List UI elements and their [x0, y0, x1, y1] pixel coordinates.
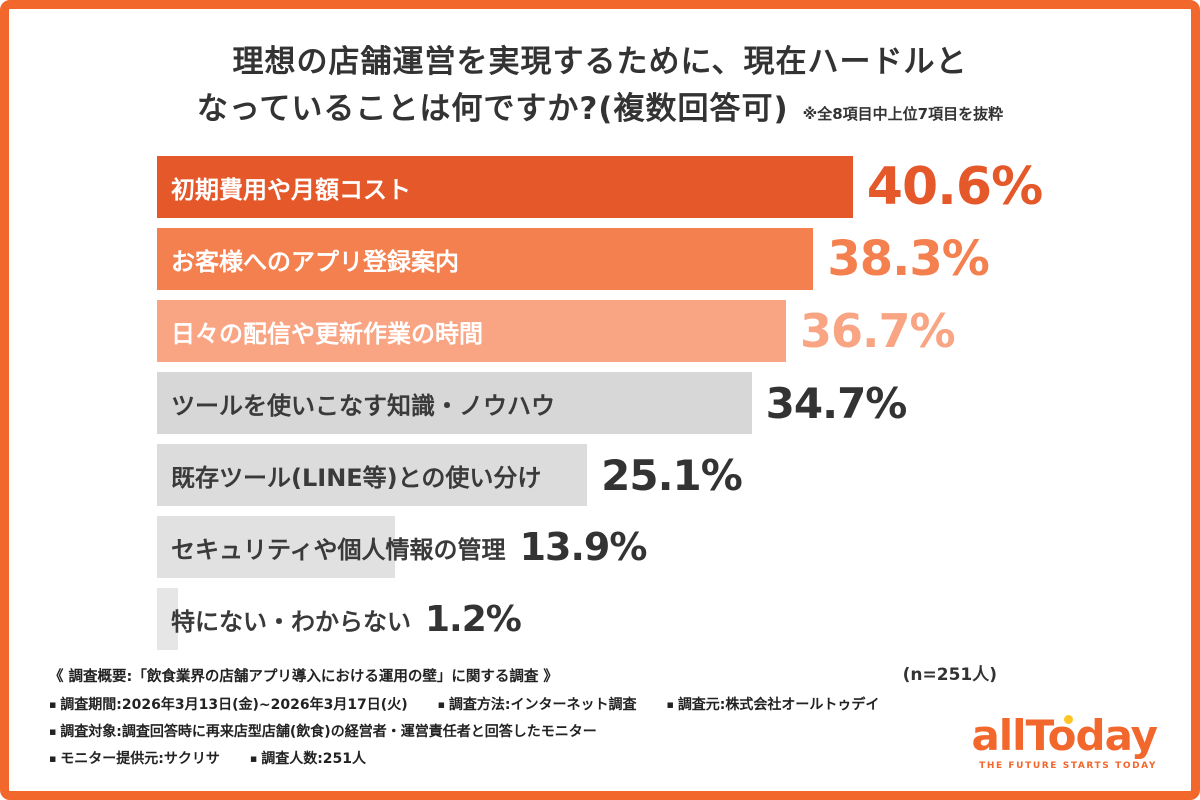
chart-title-line2-text: なっていることは何ですか?(複数回答可) — [196, 90, 789, 127]
chart-row: ツールを使いこなす知識・ノウハウ 34.7% — [157, 372, 1043, 434]
sample-size-label: (n=251人) — [902, 665, 997, 685]
chart-row: セキュリティや個人情報の管理 13.9% — [157, 516, 1043, 578]
footer-item: 調査対象:調査回答時に再来店型店舗(飲食)の経営者・運営責任者と回答したモニター — [49, 721, 596, 741]
footer-item: 調査人数:251人 — [250, 748, 366, 768]
bar: お客様へのアプリ登録案内 — [157, 228, 814, 290]
bar-label: お客様へのアプリ登録案内 — [171, 247, 459, 276]
bar: ツールを使いこなす知識・ノウハウ — [157, 372, 752, 434]
chart-row: 特にない・わからない 1.2% — [157, 588, 1043, 650]
bar-label: 初期費用や月額コスト — [171, 175, 411, 204]
chart-row: お客様へのアプリ登録案内 38.3% — [157, 228, 1043, 290]
logo-accent-dot-icon — [1064, 715, 1073, 724]
bar: 初期費用や月額コスト — [157, 156, 853, 218]
footer-line: 調査期間:2026年3月13日(金)~2026年3月17日(火) 調査方法:インタ… — [49, 694, 879, 714]
bar: 既存ツール(LINE等)との使い分け — [157, 444, 588, 506]
bar-label: 日々の配信や更新作業の時間 — [171, 319, 483, 348]
chart-title-line2: なっていることは何ですか?(複数回答可) ※全8項目中上位7項目を抜粋 — [9, 86, 1191, 133]
chart-title: 理想の店舗運営を実現するために、現在ハードルと なっていることは何ですか?(複数… — [9, 39, 1191, 132]
bar-label: セキュリティや個人情報の管理 — [171, 535, 506, 564]
footer-item: 調査元:株式会社オールトゥデイ — [667, 694, 880, 714]
chart-row: 既存ツール(LINE等)との使い分け 25.1% — [157, 444, 1043, 506]
footer-item: 調査方法:インターネット調査 — [438, 694, 637, 714]
bar-value: 1.2% — [425, 598, 522, 640]
bar-value: 36.7% — [799, 304, 956, 358]
chart-row: 初期費用や月額コスト 40.6% — [157, 156, 1043, 218]
chart-row: 日々の配信や更新作業の時間 36.7% — [157, 300, 1043, 362]
chart-rows: 初期費用や月額コスト 40.6% お客様へのアプリ登録案内 38.3% 日々の配信や更新… — [157, 156, 1043, 650]
company-logo: allToday THE FUTURE STARTS TODAY — [971, 715, 1158, 772]
bar-label: 既存ツール(LINE等)との使い分け — [171, 463, 542, 492]
bar — [157, 588, 178, 650]
bar-label: 特にない・わからない — [171, 607, 411, 636]
bar-value: 25.1% — [601, 450, 743, 500]
survey-overview: 《 調査概要:「飲食業界の店舗アプリ導入における運用の壁」に関する調査 》 調査… — [49, 665, 879, 775]
footer-line: モニター提供元:サクリサ 調査人数:251人 — [49, 748, 879, 768]
footer-item: モニター提供元:サクリサ — [49, 748, 220, 768]
bar-value: 38.3% — [827, 231, 990, 287]
bar-value: 40.6% — [866, 157, 1043, 217]
survey-overview-heading: 《 調査概要:「飲食業界の店舗アプリ導入における運用の壁」に関する調査 》 — [49, 669, 558, 685]
bar-value: 13.9% — [519, 525, 648, 569]
footer-lines: 調査期間:2026年3月13日(金)~2026年3月17日(火) 調査方法:インタ… — [49, 694, 879, 768]
bar-chart: 初期費用や月額コスト 40.6% お客様へのアプリ登録案内 38.3% 日々の配信や更新… — [157, 156, 1043, 685]
bar — [157, 516, 396, 578]
chart-title-note: ※全8項目中上位7項目を抜粋 — [802, 104, 1004, 123]
chart-title-line1: 理想の店舗運営を実現するために、現在ハードルと — [232, 44, 968, 80]
bar-label: ツールを使いこなす知識・ノウハウ — [171, 391, 555, 420]
bar: 日々の配信や更新作業の時間 — [157, 300, 786, 362]
footer-line: 調査対象:調査回答時に再来店型店舗(飲食)の経営者・運営責任者と回答したモニター — [49, 721, 879, 741]
bar-value: 34.7% — [765, 378, 908, 428]
footer-item: 調査期間:2026年3月13日(金)~2026年3月17日(火) — [49, 694, 407, 714]
logo-tagline: THE FUTURE STARTS TODAY — [979, 761, 1157, 771]
